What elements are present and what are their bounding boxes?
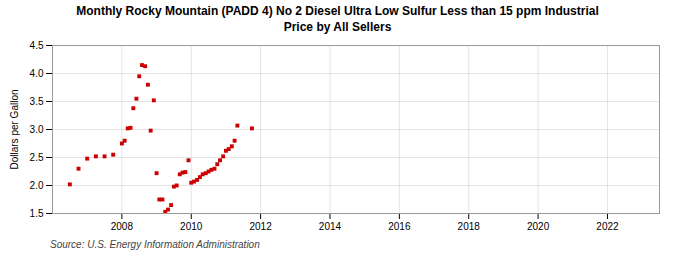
svg-text:2010: 2010 (180, 221, 203, 232)
svg-text:2020: 2020 (527, 221, 550, 232)
html-text:Monthly Rocky Mountain (PADD 4: Monthly Rocky Mountain (PADD 4) No 2 Die… (76, 4, 599, 34)
svg-text:2.0: 2.0 (30, 180, 44, 191)
svg-text:Dollars per Gallon: Dollars per Gallon (9, 90, 20, 170)
html-text:Source: U.S. Energy Informatio: Source: U.S. Energy Information Administ… (50, 239, 260, 251)
svg-text:2014: 2014 (319, 221, 342, 232)
svg-text:4.0: 4.0 (30, 68, 44, 79)
svg-text:3.0: 3.0 (30, 124, 44, 135)
svg-text:2016: 2016 (388, 221, 411, 232)
svg-text:2018: 2018 (458, 221, 481, 232)
svg-text:3.5: 3.5 (30, 96, 44, 107)
svg-text:4.5: 4.5 (30, 40, 44, 51)
svg-text:1.5: 1.5 (30, 208, 44, 219)
svg-text:2.5: 2.5 (30, 152, 44, 163)
svg-text:2008: 2008 (111, 221, 134, 232)
svg-text:2012: 2012 (249, 221, 272, 232)
svg-text:2022: 2022 (596, 221, 619, 232)
